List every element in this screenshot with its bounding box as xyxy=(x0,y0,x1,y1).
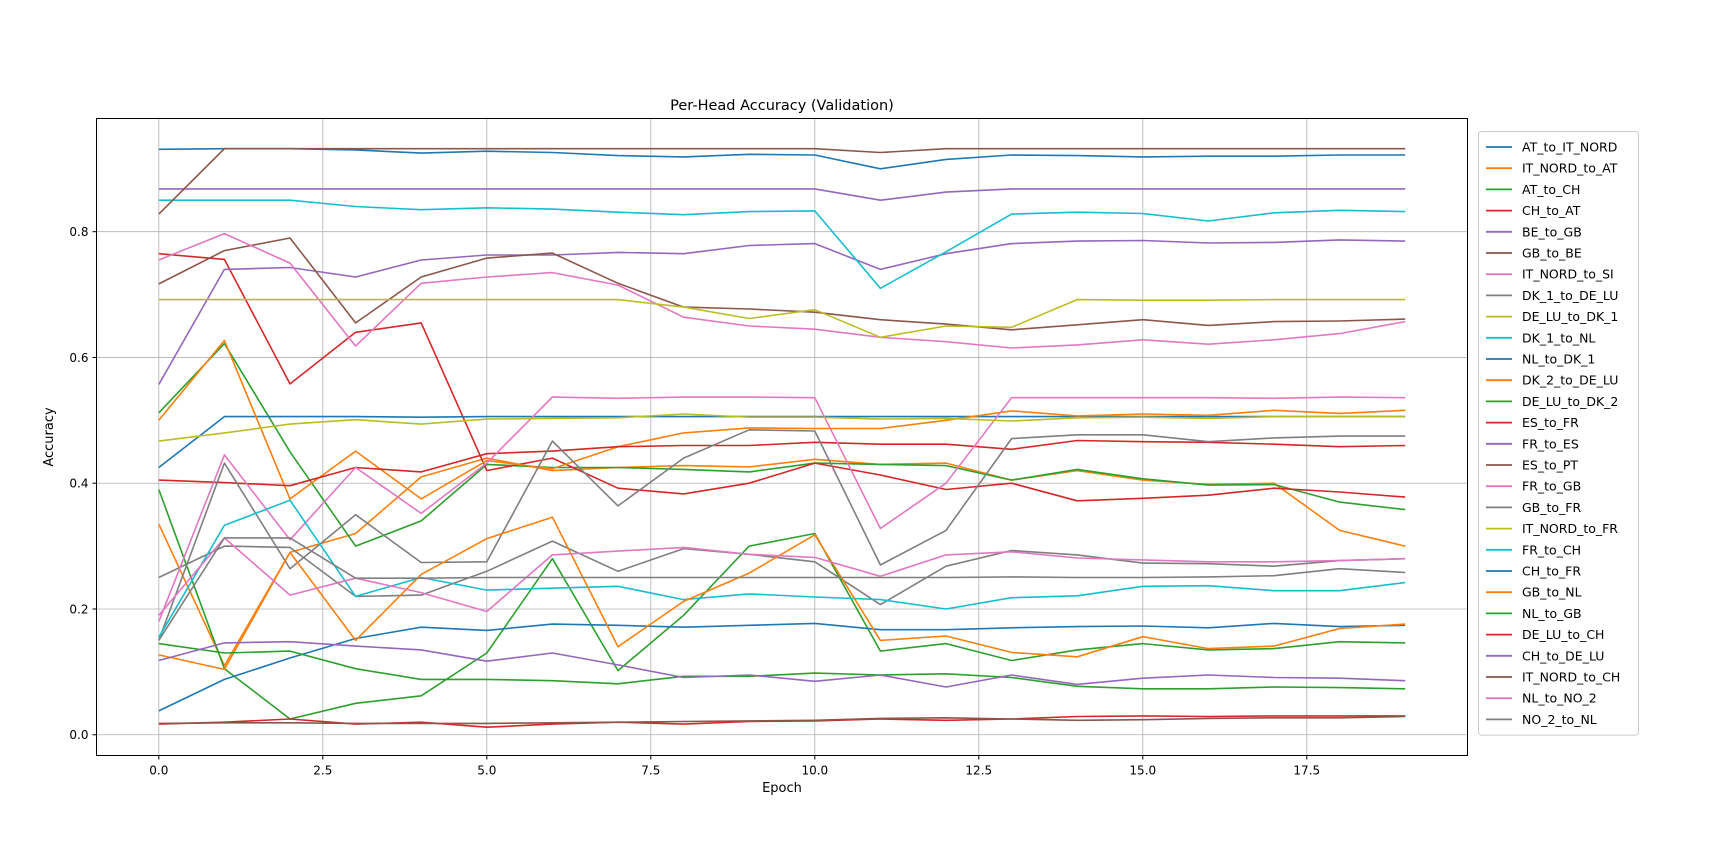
y-tick-label: 0.4 xyxy=(69,477,88,491)
legend-label: FR_to_CH xyxy=(1522,542,1581,557)
legend-label: AT_to_IT_NORD xyxy=(1522,140,1617,155)
legend-label: GB_to_NL xyxy=(1522,585,1582,600)
legend-label: DK_1_to_DE_LU xyxy=(1522,288,1618,303)
legend-label: DK_1_to_NL xyxy=(1522,330,1595,345)
series-line-ES_to_FR xyxy=(158,439,1406,487)
x-tick-label: 17.5 xyxy=(1293,764,1320,778)
series-line-BE_to_GB xyxy=(158,239,1406,385)
legend-label: DK_2_to_DE_LU xyxy=(1522,373,1618,388)
legend-box xyxy=(1478,131,1639,736)
series-line-CH_to_DE_LU xyxy=(158,640,1406,688)
y-tick-label: 0.6 xyxy=(69,351,88,365)
x-tick-label: 2.5 xyxy=(313,764,332,778)
series-line-DK_1_to_DE_LU xyxy=(158,540,1406,606)
legend-label: FR_to_GB xyxy=(1522,479,1581,494)
legend-label: NL_to_NO_2 xyxy=(1522,691,1597,706)
series-line-DE_LU_to_DK_2 xyxy=(158,489,1406,720)
series-line-NL_to_NO_2 xyxy=(158,537,1406,616)
series-line-IT_NORD_to_SI xyxy=(158,232,1406,349)
legend-label: BE_to_GB xyxy=(1522,224,1582,239)
legend-label: DE_LU_to_CH xyxy=(1522,627,1604,642)
series-line-ES_to_PT xyxy=(158,147,1406,215)
series-line-FR_to_ES xyxy=(158,188,1406,201)
plot-area-frame xyxy=(96,118,1468,756)
legend-label: GB_to_FR xyxy=(1522,500,1582,515)
x-tick-label: 5.0 xyxy=(477,764,496,778)
y-axis-label: Accuracy xyxy=(42,407,57,467)
series-line-GB_to_BE xyxy=(158,237,1406,331)
series-line-FR_to_GB xyxy=(158,396,1406,622)
series-line-CH_to_FR xyxy=(158,622,1406,712)
legend-label: AT_to_CH xyxy=(1522,182,1580,197)
chart-title: Per-Head Accuracy (Validation) xyxy=(670,98,894,114)
legend-label: IT_NORD_to_FR xyxy=(1522,521,1618,536)
legend-label: NL_to_DK_1 xyxy=(1522,352,1595,367)
series-line-CH_to_AT xyxy=(158,252,1406,502)
series-line-IT_NORD_to_FR xyxy=(158,413,1406,442)
axis-ticks: 0.0 2.5 5.0 7.5 10.0 12.5 15.0 17.5 0.0 0.2 0.4 0.6… xyxy=(69,225,1320,777)
legend-label: ES_to_FR xyxy=(1522,415,1579,430)
x-axis-label: Epoch xyxy=(762,781,802,796)
x-tick-label: 12.5 xyxy=(965,764,992,778)
series-line-NL_to_GB xyxy=(158,642,1406,690)
legend-label: ES_to_PT xyxy=(1522,458,1578,473)
series-line-NO_2_to_NL xyxy=(158,537,1406,641)
legend: AT_to_IT_NORD IT_NORD_to_AT AT_to_CH CH_to_… xyxy=(1478,131,1639,736)
x-tick-label: 15.0 xyxy=(1129,764,1156,778)
x-tick-label: 10.0 xyxy=(801,764,828,778)
series-line-AT_to_IT_NORD xyxy=(158,147,1406,170)
legend-label: NO_2_to_NL xyxy=(1522,712,1597,727)
series-line-DK_2_to_DE_LU xyxy=(158,339,1406,500)
series-line-DK_1_to_NL xyxy=(158,199,1406,290)
legend-label: DE_LU_to_DK_2 xyxy=(1522,394,1618,409)
series-line-GB_to_NL xyxy=(158,516,1406,671)
y-tick-label: 0.0 xyxy=(69,728,88,742)
legend-label: GB_to_BE xyxy=(1522,246,1582,261)
legend-label: CH_to_FR xyxy=(1522,564,1581,579)
series-line-FR_to_CH xyxy=(158,499,1406,638)
y-tick-label: 0.8 xyxy=(69,225,88,239)
series-line-AT_to_CH xyxy=(158,342,1406,547)
legend-label: FR_to_ES xyxy=(1522,436,1579,451)
y-tick-label: 0.2 xyxy=(69,602,88,616)
grid xyxy=(96,118,1468,756)
series-line-GB_to_FR xyxy=(158,428,1406,641)
legend-label: DE_LU_to_DK_1 xyxy=(1522,309,1618,324)
series-lines xyxy=(158,147,1406,729)
x-tick-label: 7.5 xyxy=(641,764,660,778)
x-tick-label: 0.0 xyxy=(149,764,168,778)
legend-label: CH_to_AT xyxy=(1522,203,1581,218)
legend-label: IT_NORD_to_CH xyxy=(1522,670,1620,685)
series-line-IT_NORD_to_CH xyxy=(158,715,1406,725)
legend-label: IT_NORD_to_AT xyxy=(1522,161,1618,176)
series-line-DE_LU_to_DK_1 xyxy=(158,298,1406,339)
legend-label: IT_NORD_to_SI xyxy=(1522,267,1614,282)
legend-label: NL_to_GB xyxy=(1522,606,1582,621)
legend-label: CH_to_DE_LU xyxy=(1522,648,1604,663)
